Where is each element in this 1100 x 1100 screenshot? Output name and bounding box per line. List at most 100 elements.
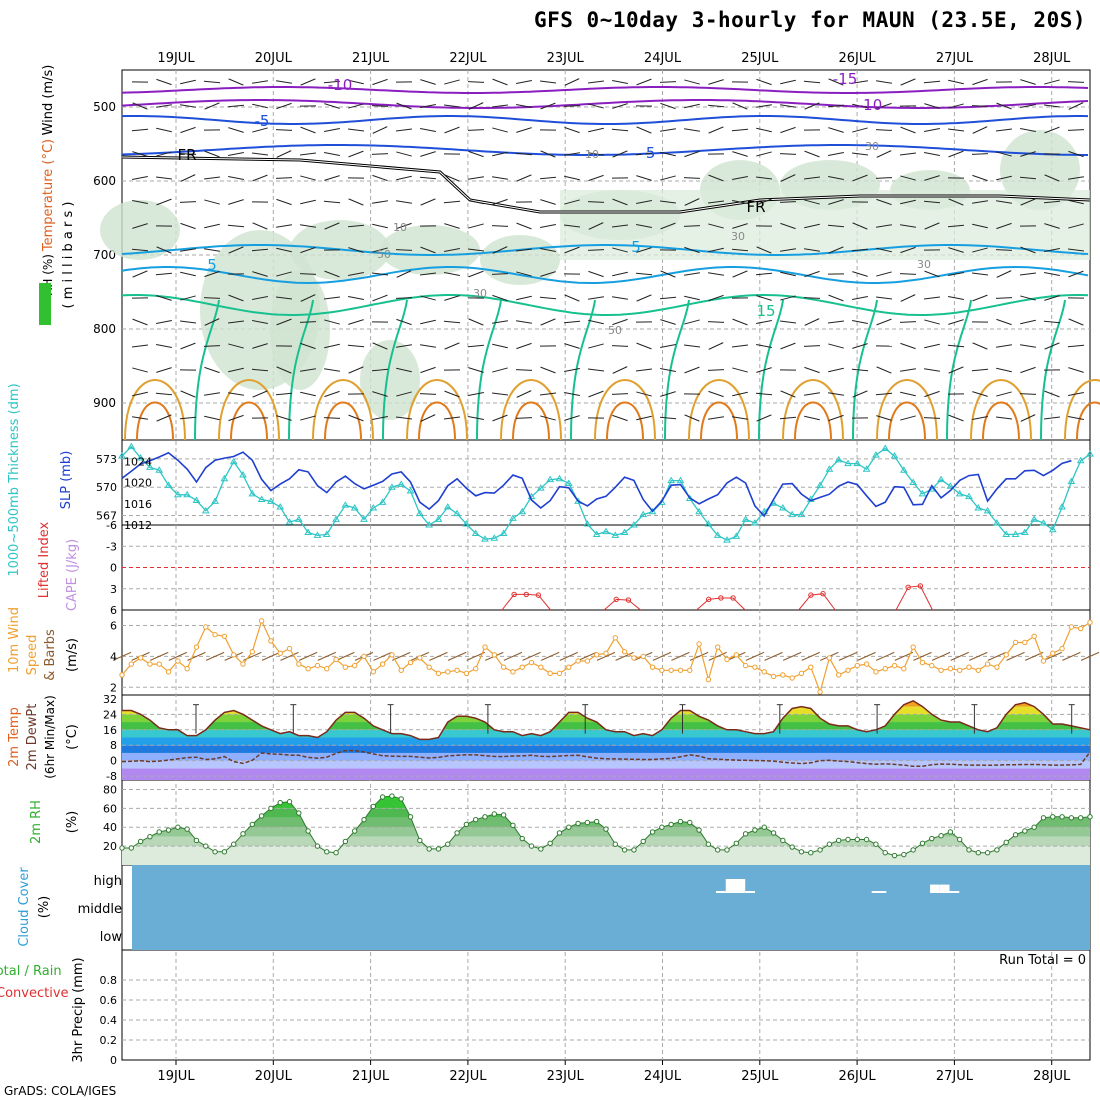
precip-ylabel-a: Total / Rain: [0, 964, 62, 979]
wind-speed-line-point: [603, 650, 609, 656]
wind-barb: [371, 272, 389, 276]
wind-barb: [900, 78, 916, 86]
wind-barb: [635, 272, 653, 276]
wind-barb: [1020, 319, 1036, 325]
thickness-line-point: [341, 501, 350, 508]
rh-line-point: [203, 843, 209, 849]
cloud-bar: [930, 884, 940, 893]
wind-barb: [180, 79, 196, 85]
temp-tick-label: 0: [110, 755, 117, 768]
wind-speed-line-point: [165, 669, 172, 675]
wind-barb: [803, 297, 821, 299]
wind-barb-10m: [205, 651, 225, 661]
top-date-label: 19JUL: [157, 51, 195, 66]
thickness-line-point: [825, 465, 834, 472]
wind-barb-10m: [801, 651, 820, 661]
wind-speed-line-point: [724, 656, 730, 663]
wind-barb-10m: [652, 651, 672, 661]
wind-barb: [228, 343, 244, 349]
thickness-line-point: [509, 514, 517, 521]
wind-barb: [156, 78, 172, 86]
wind-barb: [732, 391, 748, 397]
rh-line-point: [128, 845, 135, 851]
wind-barb: [900, 126, 916, 134]
wind-barb: [468, 367, 484, 373]
wind-barb: [851, 152, 869, 156]
isotherm-loop-inner: [512, 401, 550, 441]
wind-barb: [804, 199, 820, 205]
upper-ylabel-wind: Wind (m/s): [41, 65, 56, 136]
cloud-panel: high middle low: [78, 865, 1090, 950]
rh-line-point: [333, 850, 339, 856]
wind-barb: [948, 150, 964, 158]
wind-barb: [468, 318, 484, 326]
rh-line-point: [584, 819, 591, 826]
thickness-line-point: [183, 490, 192, 498]
wind-barb: [660, 175, 676, 181]
wind-speed-line-point: [854, 662, 861, 669]
rh-line-point: [882, 850, 888, 856]
freezing-level-inner: [121, 156, 1091, 213]
wind-barb: [468, 415, 484, 421]
rh-line-point: [547, 840, 553, 846]
isotherm-5: [121, 244, 1089, 256]
wind-barb: [204, 150, 220, 158]
wind-barb: [1068, 176, 1084, 180]
wind-barb: [708, 247, 724, 253]
wind-barb: [1068, 199, 1084, 205]
wind-barb: [708, 174, 724, 182]
wind-barb: [708, 416, 724, 420]
wind-speed-line-point: [780, 672, 786, 678]
rh-line-point: [370, 803, 377, 810]
wind-barb: [468, 176, 484, 180]
wind-barb: [876, 102, 892, 110]
wind-barb: [588, 152, 604, 156]
temp-tick-label: -8: [106, 770, 117, 783]
wind-barb: [156, 343, 172, 349]
wind-barb: [1043, 104, 1061, 108]
wind-barb: [731, 344, 749, 348]
rh-line-point: [147, 833, 153, 840]
rh-band-fill: [122, 836, 1090, 847]
wind-barb: [996, 367, 1012, 373]
wind-barb: [971, 272, 989, 276]
isotherm-loop: [594, 379, 656, 441]
wind-barb: [324, 175, 340, 181]
wind-barb: [756, 78, 772, 86]
li-ylabel: Lifted Index: [37, 521, 52, 598]
wind-barb: [731, 248, 749, 252]
wind-barb: [348, 103, 364, 109]
wind-barb: [708, 342, 724, 350]
wind-speed-line-point: [789, 675, 795, 681]
wind-tick-label: 4: [110, 650, 117, 663]
wind-barb: [996, 222, 1012, 230]
wind-barb: [756, 198, 772, 206]
wind-barb-10m: [745, 651, 765, 661]
wind-barb: [563, 320, 581, 324]
wind-barb: [515, 417, 533, 419]
wind-speed-line-point: [649, 664, 656, 670]
wind-barb: [372, 247, 388, 253]
wind-barb: [156, 319, 172, 325]
wind-speed-line-point: [314, 662, 321, 669]
wind-barb: [420, 344, 436, 348]
wind-barb: [804, 415, 820, 421]
wind-barb: [684, 319, 700, 325]
wind-barb: [252, 390, 268, 398]
wind-barb-10m: [429, 651, 448, 661]
rh-line-point: [1003, 839, 1009, 846]
wind-barb: [155, 392, 173, 396]
wind-barb: [539, 80, 557, 84]
rh-line-point: [975, 850, 982, 856]
wind-barb: [803, 80, 821, 84]
li-tick-label: 0: [110, 562, 117, 575]
wind-barb: [371, 368, 389, 372]
wind-barb: [828, 151, 844, 157]
wind-barb-10m: [280, 651, 299, 661]
wind-barb: [252, 319, 268, 325]
thickness-line-point: [816, 481, 824, 488]
wind-barb: [204, 270, 220, 278]
li-tick-label: -6: [106, 519, 117, 532]
wind-barb: [1044, 342, 1060, 350]
wind-barb: [491, 104, 509, 108]
